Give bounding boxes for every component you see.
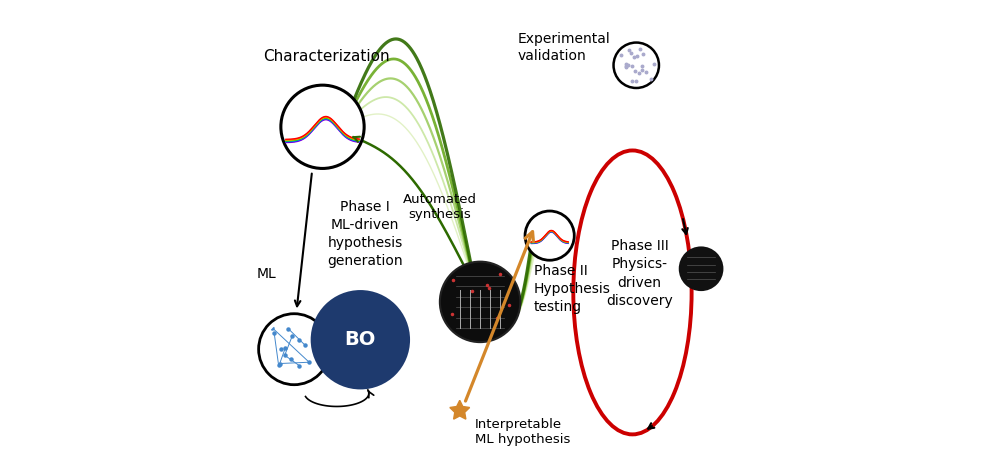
Text: Automated
synthesis: Automated synthesis [402, 193, 477, 221]
Polygon shape [450, 400, 470, 419]
Text: Characterization: Characterization [263, 49, 390, 63]
Text: Interpretable
ML hypothesis: Interpretable ML hypothesis [475, 418, 570, 446]
Circle shape [680, 248, 722, 290]
Text: Phase III
Physics-
driven
discovery: Phase III Physics- driven discovery [606, 239, 673, 308]
Text: BO: BO [344, 330, 376, 349]
Circle shape [281, 85, 364, 169]
Circle shape [613, 42, 659, 88]
Circle shape [259, 314, 330, 385]
Circle shape [311, 290, 410, 389]
Text: ML: ML [256, 267, 276, 281]
Circle shape [525, 211, 574, 260]
Text: Phase II
Hypothesis
testing: Phase II Hypothesis testing [534, 264, 611, 314]
Circle shape [439, 262, 520, 342]
Text: Phase I
ML-driven
hypothesis
generation: Phase I ML-driven hypothesis generation [328, 200, 403, 268]
Text: Experimental
validation: Experimental validation [517, 32, 610, 63]
